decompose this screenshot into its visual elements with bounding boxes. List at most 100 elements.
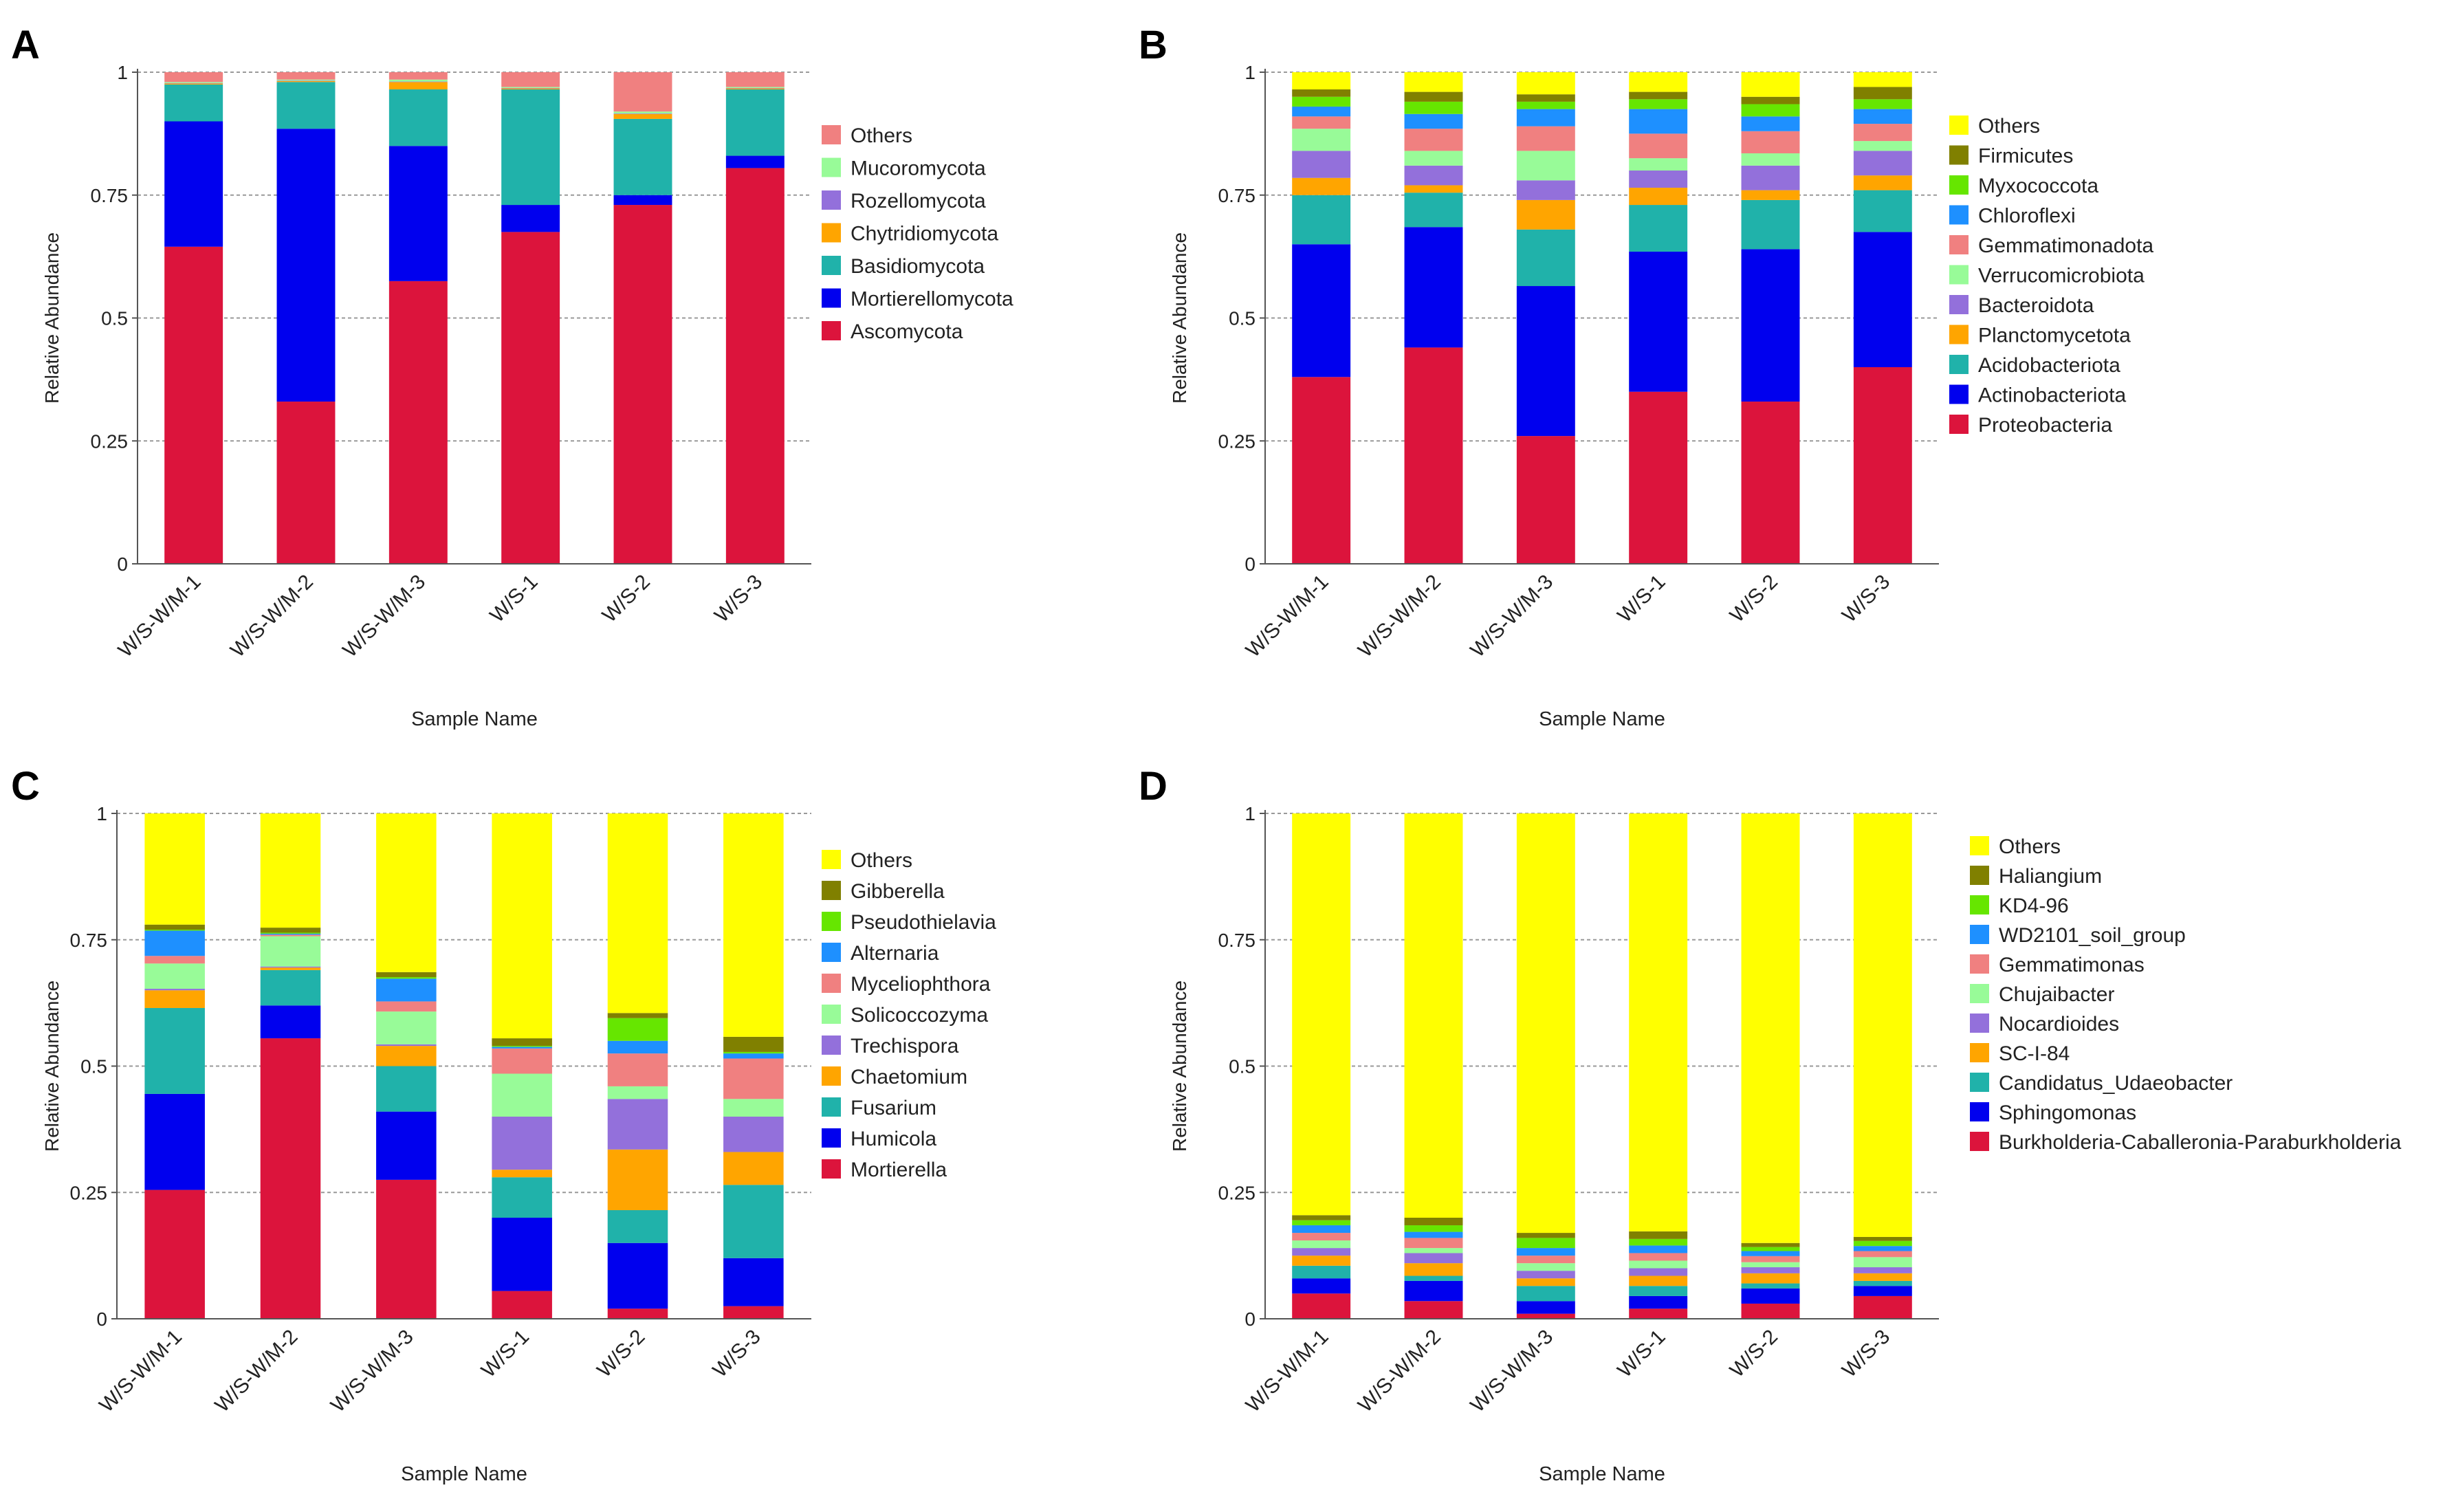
bar-segment <box>376 972 437 978</box>
bar-segment <box>1292 129 1351 151</box>
bar-segment <box>613 111 672 114</box>
legend-label: Myceliophthora <box>851 973 991 996</box>
bar-segment <box>1853 151 1912 176</box>
bar-segment <box>1853 1236 1912 1241</box>
x-tick-label: W/S-W/M-3 <box>327 1326 418 1417</box>
bar-segment <box>276 402 336 564</box>
bar-segment <box>492 813 552 1039</box>
bar-segment <box>388 81 448 83</box>
legend-swatch <box>822 256 841 275</box>
bar-segment <box>1404 91 1463 102</box>
legend-label: Mucoromycota <box>851 157 986 180</box>
x-axis-label: Sample Name <box>401 1463 527 1485</box>
bar-segment <box>1516 151 1575 181</box>
bar-segment <box>492 1047 552 1049</box>
bar-segment <box>1629 1286 1688 1296</box>
bar-segment <box>276 80 336 83</box>
bar-segment <box>1292 72 1351 90</box>
bar-segment <box>1404 1225 1463 1232</box>
bar-segment <box>1741 1251 1800 1256</box>
bar-segment <box>164 83 223 84</box>
bar-segment <box>1404 129 1463 151</box>
legend-label: Nocardioides <box>1999 1013 2119 1036</box>
bar-segment <box>144 989 205 991</box>
legend-label: Trechispora <box>851 1035 959 1058</box>
legend-swatch <box>1949 116 1969 135</box>
bar-segment <box>376 1111 437 1180</box>
bar-segment <box>276 72 336 80</box>
bar-segment <box>501 89 560 206</box>
bar-segment <box>276 80 336 81</box>
bar-segment <box>1629 133 1688 159</box>
legend-swatch <box>1949 325 1969 344</box>
bar-segment <box>1853 72 1912 87</box>
bar-segment <box>1292 116 1351 129</box>
legend-label: Basidiomycota <box>851 255 985 278</box>
bar-segment <box>723 1152 784 1185</box>
bar-segment <box>1853 813 1912 1237</box>
y-tick-label: 1 <box>96 803 107 824</box>
bar-segment <box>1741 190 1800 200</box>
y-tick-label: 1 <box>117 62 128 83</box>
bar-segment <box>1404 1280 1463 1302</box>
legend-label: Verrucomicrobiota <box>1978 265 2145 287</box>
legend-swatch <box>1949 205 1969 225</box>
legend-label: Others <box>851 849 912 872</box>
bar-segment <box>1292 1233 1351 1241</box>
y-axis-label: Relative Abundance <box>1169 232 1190 404</box>
legend-label: Fusarium <box>851 1097 936 1119</box>
legend-label: Alternaria <box>851 942 939 965</box>
legend-label: Candidatus_Udaeobacter <box>1999 1072 2233 1095</box>
legend-label: Bacteroidota <box>1978 294 2094 317</box>
bar-segment <box>1516 286 1575 437</box>
legend-label: Pseudothielavia <box>851 911 996 934</box>
x-tick-label: W/S-2 <box>593 1326 649 1382</box>
bar-segment <box>1629 391 1688 564</box>
bar-segment <box>613 118 672 195</box>
bar-segment <box>1404 1218 1463 1226</box>
bar-segment <box>260 969 321 1006</box>
bar-segment <box>1404 347 1463 564</box>
bar-segment <box>1292 1240 1351 1249</box>
bar-segment <box>723 1099 784 1117</box>
legend-swatch <box>1949 265 1969 285</box>
bar-segment <box>1629 1245 1688 1253</box>
y-tick-label: 0.5 <box>1229 308 1256 329</box>
bar-segment <box>1741 1283 1800 1289</box>
bar-segment <box>607 1242 668 1309</box>
bar-segment <box>376 1066 437 1112</box>
y-axis-label: Relative Abundance <box>41 980 63 1152</box>
bar-segment <box>607 1053 668 1086</box>
bar-segment <box>1292 1215 1351 1220</box>
legend-swatch <box>1970 925 1989 944</box>
legend-label: Haliangium <box>1999 865 2102 888</box>
bar-segment <box>1629 1268 1688 1276</box>
bar-segment <box>1853 175 1912 190</box>
legend-swatch <box>1970 1014 1989 1033</box>
bar-segment <box>1516 813 1575 1234</box>
bar-segment <box>1404 1275 1463 1281</box>
bar-segment <box>1516 72 1575 95</box>
bar-segment <box>1292 377 1351 564</box>
x-axis-label: Sample Name <box>1539 1463 1665 1485</box>
bar-segment <box>1292 195 1351 245</box>
bar-segment <box>723 1185 784 1258</box>
bar-segment <box>164 72 223 83</box>
legend-label: KD4-96 <box>1999 895 2069 917</box>
bar-segment <box>1853 1286 1912 1296</box>
bar-segment <box>1629 1231 1688 1239</box>
bar-segment <box>144 930 205 956</box>
bar-segment <box>1404 1238 1463 1249</box>
bar-segment <box>1741 165 1800 190</box>
bar-segment <box>1853 1280 1912 1286</box>
bar-segment <box>260 1005 321 1039</box>
bar-segment <box>723 1258 784 1306</box>
bar-segment <box>723 1306 784 1319</box>
y-tick-label: 0.25 <box>1218 1182 1256 1203</box>
bar-segment <box>1404 193 1463 228</box>
y-tick-label: 0.5 <box>1229 1056 1256 1077</box>
bar-segment <box>1404 1248 1463 1253</box>
legend-swatch <box>1949 175 1969 195</box>
legend-label: Gibberella <box>851 880 945 903</box>
legend-swatch <box>822 912 841 931</box>
